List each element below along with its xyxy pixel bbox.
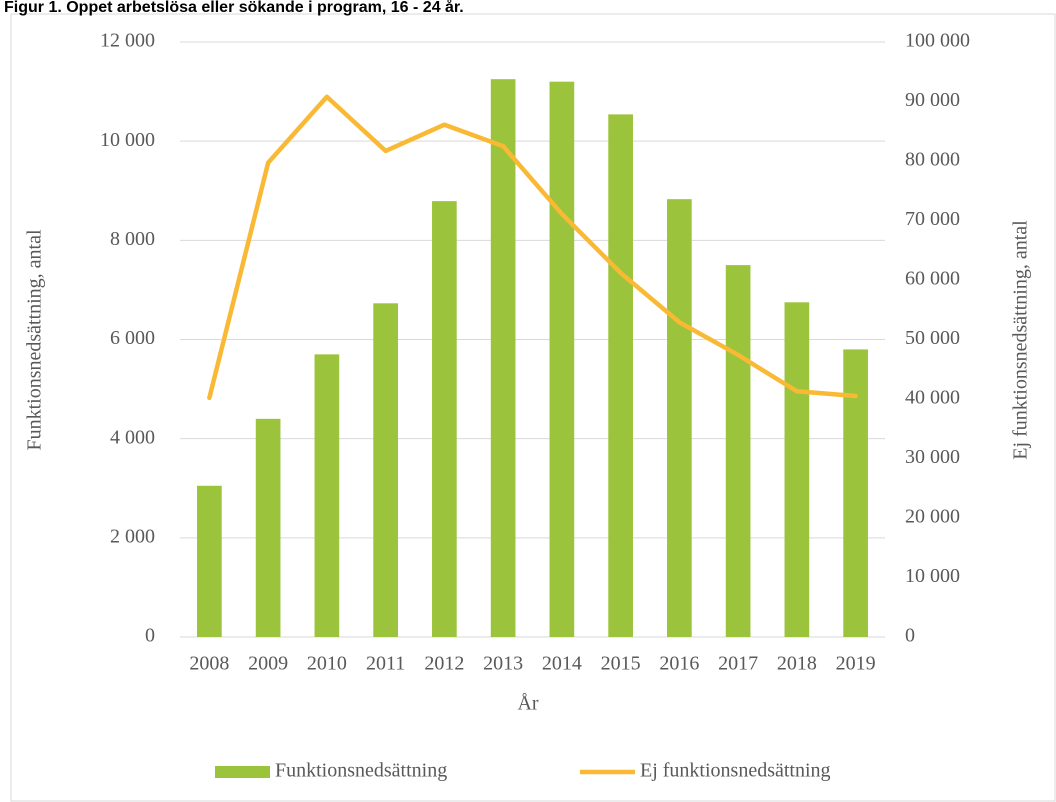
- x-tick-label: 2010: [307, 653, 347, 675]
- bar: [667, 199, 692, 637]
- bar: [255, 418, 281, 637]
- bar: [373, 303, 398, 637]
- y2-tick-label: 90 000: [905, 89, 960, 111]
- y2-tick-label: 70 000: [905, 208, 960, 230]
- y2-tick-label: 20 000: [905, 506, 960, 528]
- x-axis-label: År: [517, 693, 538, 715]
- y2-tick-label: 100 000: [905, 30, 970, 52]
- legend-swatch: [215, 766, 270, 778]
- bar: [549, 81, 575, 637]
- y2-tick-label: 40 000: [905, 387, 960, 409]
- bar: [432, 201, 457, 637]
- y-tick-label: 8 000: [110, 228, 155, 250]
- y-tick-label: 6 000: [110, 327, 155, 349]
- x-tick-label: 2009: [248, 653, 288, 675]
- bar: [784, 302, 810, 637]
- x-tick-label: 2016: [659, 653, 699, 675]
- y-axis-label: Funktionsnedsättning, antal: [24, 229, 46, 451]
- bar: [725, 265, 751, 637]
- y-tick-label: 4 000: [110, 426, 155, 448]
- y2-tick-label: 80 000: [905, 149, 960, 171]
- bar: [843, 349, 868, 637]
- chart-border: [10, 13, 1056, 802]
- x-tick-label: 2012: [424, 653, 464, 675]
- bar: [608, 114, 633, 638]
- x-tick-label: 2018: [777, 653, 817, 675]
- y2-tick-label: 0: [905, 625, 915, 647]
- y2-tick-label: 50 000: [905, 327, 960, 349]
- y-tick-label: 12 000: [100, 30, 155, 52]
- legend-label: Ej funktionsnedsättning: [640, 760, 831, 782]
- y2-tick-label: 10 000: [905, 565, 960, 587]
- bar: [314, 354, 340, 637]
- y2-axis-label: Ej funktionsnedsättning, antal: [1010, 220, 1032, 460]
- x-tick-label: 2008: [189, 653, 229, 675]
- x-tick-label: 2017: [718, 653, 758, 675]
- x-tick-label: 2019: [836, 653, 876, 675]
- chart-title: Figur 1. Öppet arbetslösa eller sökande …: [4, 0, 464, 16]
- x-tick-label: 2011: [366, 653, 405, 675]
- x-tick-label: 2013: [483, 653, 523, 675]
- bar: [490, 79, 516, 637]
- line: [207, 94, 858, 401]
- y-tick-label: 10 000: [100, 129, 155, 151]
- x-tick-label: 2014: [542, 653, 582, 675]
- bar: [197, 485, 222, 637]
- y-tick-label: 2 000: [110, 525, 155, 547]
- y-tick-label: 0: [145, 625, 155, 647]
- legend-label: Funktionsnedsättning: [275, 760, 447, 782]
- y2-tick-label: 60 000: [905, 268, 960, 290]
- y2-tick-label: 30 000: [905, 446, 960, 468]
- x-tick-label: 2015: [601, 653, 641, 675]
